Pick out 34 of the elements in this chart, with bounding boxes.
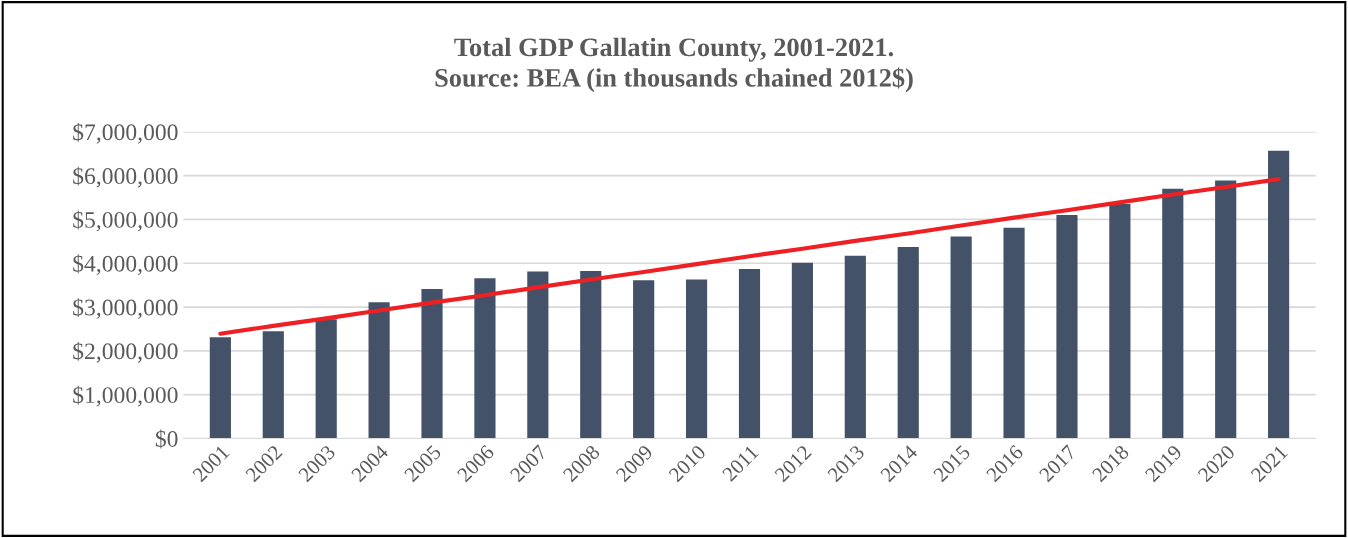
line-series	[218, 177, 1281, 336]
bar	[633, 280, 655, 439]
bar	[421, 289, 443, 439]
bar	[1109, 204, 1131, 439]
y-tick-label: $5,000,000	[73, 210, 178, 232]
bar	[738, 268, 761, 439]
y-tick-label: $4,000,000	[73, 254, 178, 276]
y-tick-label: $6,000,000	[73, 166, 178, 188]
bar	[527, 271, 549, 439]
bar	[791, 262, 813, 439]
bar	[1162, 188, 1184, 439]
y-tick-label: $7,000,000	[73, 122, 178, 144]
x-tick-label: 2001	[191, 444, 230, 483]
x-tick-label: 2011	[721, 444, 759, 482]
bar	[685, 279, 708, 439]
bar	[315, 319, 337, 439]
y-tick-label: $2,000,000	[73, 341, 178, 363]
y-tick-label: $1,000,000	[73, 385, 178, 407]
bar	[580, 271, 602, 439]
bar	[1003, 227, 1025, 439]
y-tick-label: $3,000,000	[73, 298, 178, 319]
y-tick-label: $0	[155, 429, 178, 449]
bar	[897, 247, 919, 439]
bar	[368, 302, 390, 439]
bar	[262, 331, 284, 439]
bar	[950, 236, 972, 439]
bar	[1268, 150, 1290, 439]
bar	[209, 337, 231, 439]
bar	[844, 255, 866, 439]
x-tick-label: 2021	[1250, 444, 1289, 483]
chart-title: Total GDP Gallatin County, 2001-2021. Source: BEA (in thousands chained 2012$)	[435, 37, 913, 93]
bar	[1056, 215, 1078, 439]
bar	[1215, 180, 1237, 439]
bar	[474, 278, 496, 439]
